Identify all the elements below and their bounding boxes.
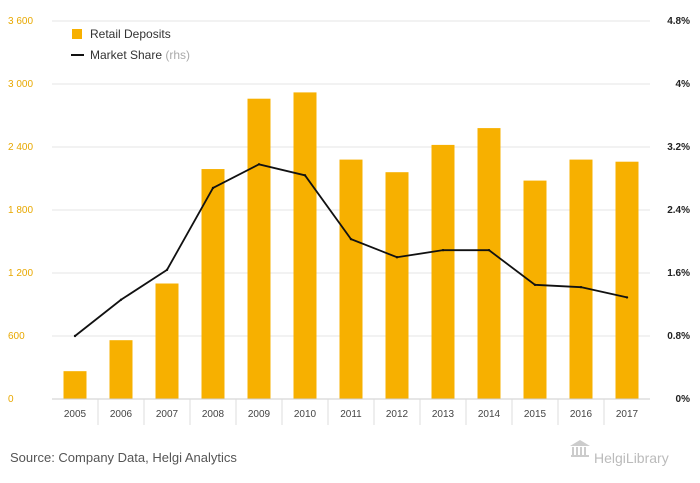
- y-left-tick-label: 0: [8, 394, 14, 405]
- y-right-tick-label: 1.6%: [667, 268, 690, 279]
- x-axis: 2005 2006 2007 2008 2009 2010 2011 2012 2013 2014…: [52, 398, 650, 425]
- x-tick-label: 2014: [478, 409, 501, 420]
- y-left-tick-label: 2 400: [8, 142, 33, 153]
- x-tick-label: 2015: [524, 409, 547, 420]
- market-share-point-2010: [303, 174, 307, 177]
- x-tick-label: 2006: [110, 409, 133, 420]
- x-tick-label: 2017: [616, 409, 639, 420]
- market-share-point-2011: [349, 237, 353, 241]
- y-right-tick-label: 0.8%: [667, 331, 690, 342]
- market-share-point-2006: [119, 298, 123, 301]
- source-text: Source: Company Data, Helgi Analytics: [10, 450, 237, 465]
- bar-2007: [155, 283, 179, 399]
- bar-2012: [385, 172, 409, 399]
- market-share-point-2016: [579, 285, 583, 289]
- x-tick-label: 2005: [64, 409, 87, 420]
- legend-rhs-suffix: (rhs): [165, 48, 190, 62]
- bar-2014: [477, 128, 501, 399]
- market-share-point-2017: [625, 296, 629, 299]
- market-share-point-2014: [487, 248, 491, 252]
- y-left-tick-label: 600: [8, 331, 25, 342]
- bar-2008: [201, 169, 225, 399]
- bar-2016: [569, 159, 593, 399]
- market-share-point-2008: [211, 186, 215, 190]
- market-share-point-2015: [533, 283, 537, 287]
- x-tick-label: 2009: [248, 409, 271, 420]
- library-icon: [570, 440, 590, 457]
- legend-swatch-retail-deposits: [72, 29, 82, 39]
- x-tick-label: 2011: [340, 409, 362, 420]
- bar-2006: [109, 340, 133, 399]
- x-tick-label: 2007: [156, 409, 179, 420]
- y-left-tick-label: 1 800: [8, 205, 33, 216]
- x-tick-label: 2012: [386, 409, 409, 420]
- y-right-tick-label: 4%: [676, 79, 691, 90]
- x-tick-label: 2016: [570, 409, 593, 420]
- right-axis: 0% 0.8% 1.6% 2.4% 3.2% 4% 4.8%: [667, 16, 690, 405]
- line-group: [73, 163, 629, 338]
- bar-2009: [247, 98, 271, 399]
- x-tick-label: 2008: [202, 409, 225, 420]
- market-share-point-2007: [165, 268, 169, 272]
- bar-2005: [63, 371, 87, 399]
- bar-2015: [523, 180, 547, 399]
- bar-2011: [339, 159, 363, 399]
- market-share-point-2013: [441, 248, 445, 252]
- market-share-point-2012: [395, 256, 399, 259]
- x-tick-label: 2013: [432, 409, 455, 420]
- y-right-tick-label: 3.2%: [667, 142, 690, 153]
- y-right-tick-label: 2.4%: [667, 205, 690, 216]
- left-axis: 0 600 1 200 1 800 2 400 3 000 3 600: [8, 16, 33, 405]
- y-left-tick-label: 3 000: [8, 79, 33, 90]
- y-left-tick-label: 3 600: [8, 16, 33, 27]
- logo-text: HelgiLibrary: [594, 450, 669, 466]
- bar-2010: [293, 92, 317, 400]
- bar-2017: [615, 161, 639, 399]
- bar-2013: [431, 144, 455, 399]
- logo: HelgiLibrary: [570, 440, 669, 466]
- y-right-tick-label: 4.8%: [667, 16, 690, 27]
- y-right-tick-label: 0%: [676, 394, 691, 405]
- x-tick-label: 2010: [294, 409, 317, 420]
- legend-label-retail-deposits: Retail Deposits: [90, 27, 171, 41]
- legend-label-market-share: Market Share (rhs): [90, 48, 190, 62]
- y-left-tick-label: 1 200: [8, 268, 33, 279]
- market-share-point-2009: [257, 163, 261, 166]
- market-share-point-2005: [73, 334, 77, 338]
- legend: Retail Deposits Market Share (rhs): [71, 27, 190, 62]
- bars-group: [63, 92, 639, 400]
